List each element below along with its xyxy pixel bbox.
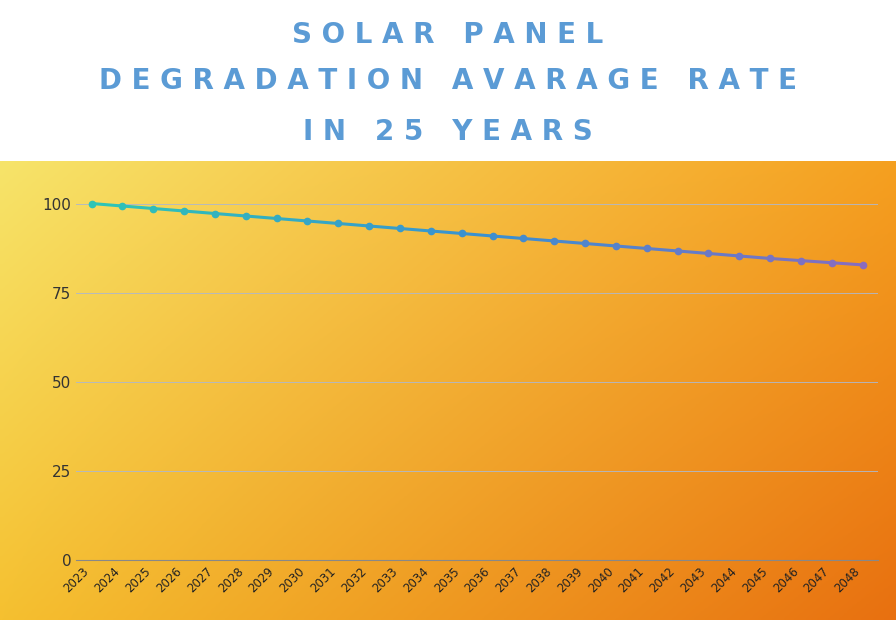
Text: D E G R A D A T I O N   A V A R A G E   R A T E: D E G R A D A T I O N A V A R A G E R A … <box>99 66 797 95</box>
Text: I N   2 5   Y E A R S: I N 2 5 Y E A R S <box>303 118 593 146</box>
Text: S O L A R   P A N E L: S O L A R P A N E L <box>292 22 604 50</box>
